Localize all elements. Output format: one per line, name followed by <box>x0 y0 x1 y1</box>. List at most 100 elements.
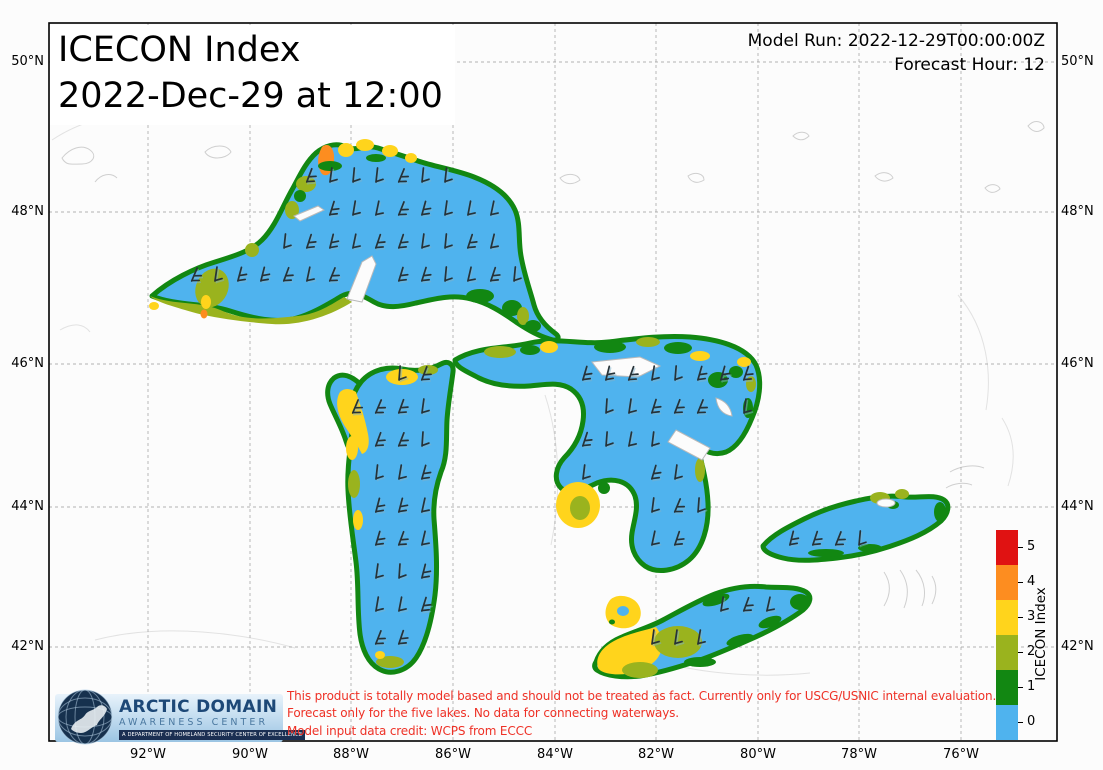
colorbar-cell-2 <box>996 635 1018 670</box>
wind-barb-icon <box>421 398 432 416</box>
wind-barb-icon <box>214 266 225 284</box>
wind-barb-icon <box>329 167 340 185</box>
wind-barb-icon <box>834 531 848 548</box>
wind-barb-icon <box>628 398 639 416</box>
wind-barb-icon <box>605 398 616 416</box>
wind-barb-icon <box>375 167 386 185</box>
lake-huron <box>452 333 763 574</box>
colorbar-cell-0 <box>996 705 1018 740</box>
wind-barb-icon <box>811 530 824 548</box>
lon-label: 76°W <box>943 747 979 762</box>
wind-barb-icon <box>858 530 869 548</box>
wind-barb-icon <box>375 464 386 482</box>
wind-barb-icon <box>696 365 709 383</box>
wind-barb-icon <box>374 399 388 416</box>
lat-label-left: 42°N <box>11 639 44 654</box>
lon-label: 84°W <box>537 747 573 762</box>
wind-barb-icon <box>628 431 639 449</box>
colorbar-tick-label: 0 <box>1027 714 1036 729</box>
disclaimer-line: This product is totally model based and … <box>287 689 997 703</box>
wind-barb-icon <box>697 629 708 647</box>
lat-label-right: 44°N <box>1061 499 1094 514</box>
wind-barb-icon <box>627 365 640 383</box>
wind-barb-icon <box>398 497 410 515</box>
colorbar-title: ICECON Index <box>1033 587 1049 681</box>
lon-label: 82°W <box>638 747 674 762</box>
wind-barb-icon <box>305 233 318 251</box>
wind-barb-icon <box>397 530 410 548</box>
wind-barb-icon <box>397 629 410 647</box>
wind-barb-icon <box>420 365 433 383</box>
colorbar-tick-label: 1 <box>1027 679 1036 694</box>
globe-icon <box>57 689 113 745</box>
wind-barb-icon <box>237 266 249 284</box>
wind-barb-icon <box>674 464 685 482</box>
wind-barb-icon <box>421 431 432 449</box>
colorbar-cell-1 <box>996 670 1018 705</box>
wind-barb-icon <box>420 464 433 482</box>
wind-barb-icon <box>789 530 801 548</box>
wind-barb-icon <box>605 431 616 449</box>
lon-label: 78°W <box>841 747 877 762</box>
lake-ontario <box>760 489 951 563</box>
wind-barb-icon <box>398 365 409 383</box>
wind-barb-icon <box>605 365 617 383</box>
wind-barb-icon <box>352 200 363 218</box>
colorbar-tick-label: 3 <box>1027 609 1036 624</box>
wind-barb-icon <box>766 596 777 614</box>
wind-barb-icon <box>743 398 754 416</box>
icecon-colorbar <box>996 530 1018 740</box>
wind-barb-icon <box>398 563 409 581</box>
lake-st-clair <box>605 595 641 629</box>
title-line-2: 2022-Dec-29 at 12:00 <box>58 76 443 116</box>
wind-barb-icon <box>651 497 662 515</box>
wind-barb-icon <box>674 365 685 383</box>
wind-barb-icon <box>489 266 502 284</box>
figure-title: ICECON Index 2022-Dec-29 at 12:00 <box>50 25 455 125</box>
wind-barb-icon <box>374 530 387 548</box>
wind-barb-icon <box>651 629 662 647</box>
wind-barb-icon <box>696 399 710 416</box>
wind-barb-icon <box>719 365 732 383</box>
wind-barb-icon <box>673 498 687 515</box>
wind-barb-icon <box>444 233 455 251</box>
lat-label-left: 48°N <box>11 204 44 219</box>
colorbar-tick-label: 4 <box>1027 574 1036 589</box>
wind-barb-icon <box>305 167 318 185</box>
lat-label-right: 50°N <box>1061 54 1094 69</box>
wind-barb-icon <box>421 530 432 548</box>
wind-barb-icon <box>283 233 294 251</box>
logo-subtitle: AWARENESS CENTER <box>119 717 269 728</box>
wind-barb-icon <box>397 398 410 416</box>
lat-label-left: 44°N <box>11 499 44 514</box>
wind-barb-icon <box>329 233 341 251</box>
wind-barb-icon <box>420 266 433 284</box>
lat-label-left: 46°N <box>11 356 44 371</box>
wind-barb-icon <box>421 563 433 581</box>
wind-barb-icon <box>420 200 433 218</box>
wind-barb-icon <box>651 530 662 548</box>
wind-barb-icon <box>282 266 295 284</box>
graticule <box>49 23 1057 741</box>
wind-barb-icon <box>397 168 411 185</box>
wind-barb-icon <box>674 629 685 647</box>
colorbar-tick <box>1018 616 1023 618</box>
wind-barb-icon <box>697 497 708 515</box>
wind-barb-icon <box>421 167 432 185</box>
lon-label: 92°W <box>130 747 166 762</box>
lat-label-left: 50°N <box>11 54 44 69</box>
forecast-hour-text: Forecast Hour: 12 <box>894 54 1045 75</box>
wind-barb-icon <box>467 200 478 218</box>
wind-barb-icon <box>351 399 365 416</box>
wind-barb-icon <box>513 266 524 284</box>
wind-barb-icon <box>582 464 593 482</box>
wind-barb-icon <box>421 233 432 251</box>
colorbar-tick <box>1018 546 1023 548</box>
wind-barb-icon <box>397 233 410 251</box>
wind-barb-icon <box>397 201 411 218</box>
lat-label-right: 48°N <box>1061 204 1094 219</box>
wind-barb-field <box>190 167 869 647</box>
wind-barb-icon <box>650 464 663 482</box>
wind-barb-icon <box>260 266 272 284</box>
disclaimer-line: Forecast only for the five lakes. No dat… <box>287 706 679 721</box>
